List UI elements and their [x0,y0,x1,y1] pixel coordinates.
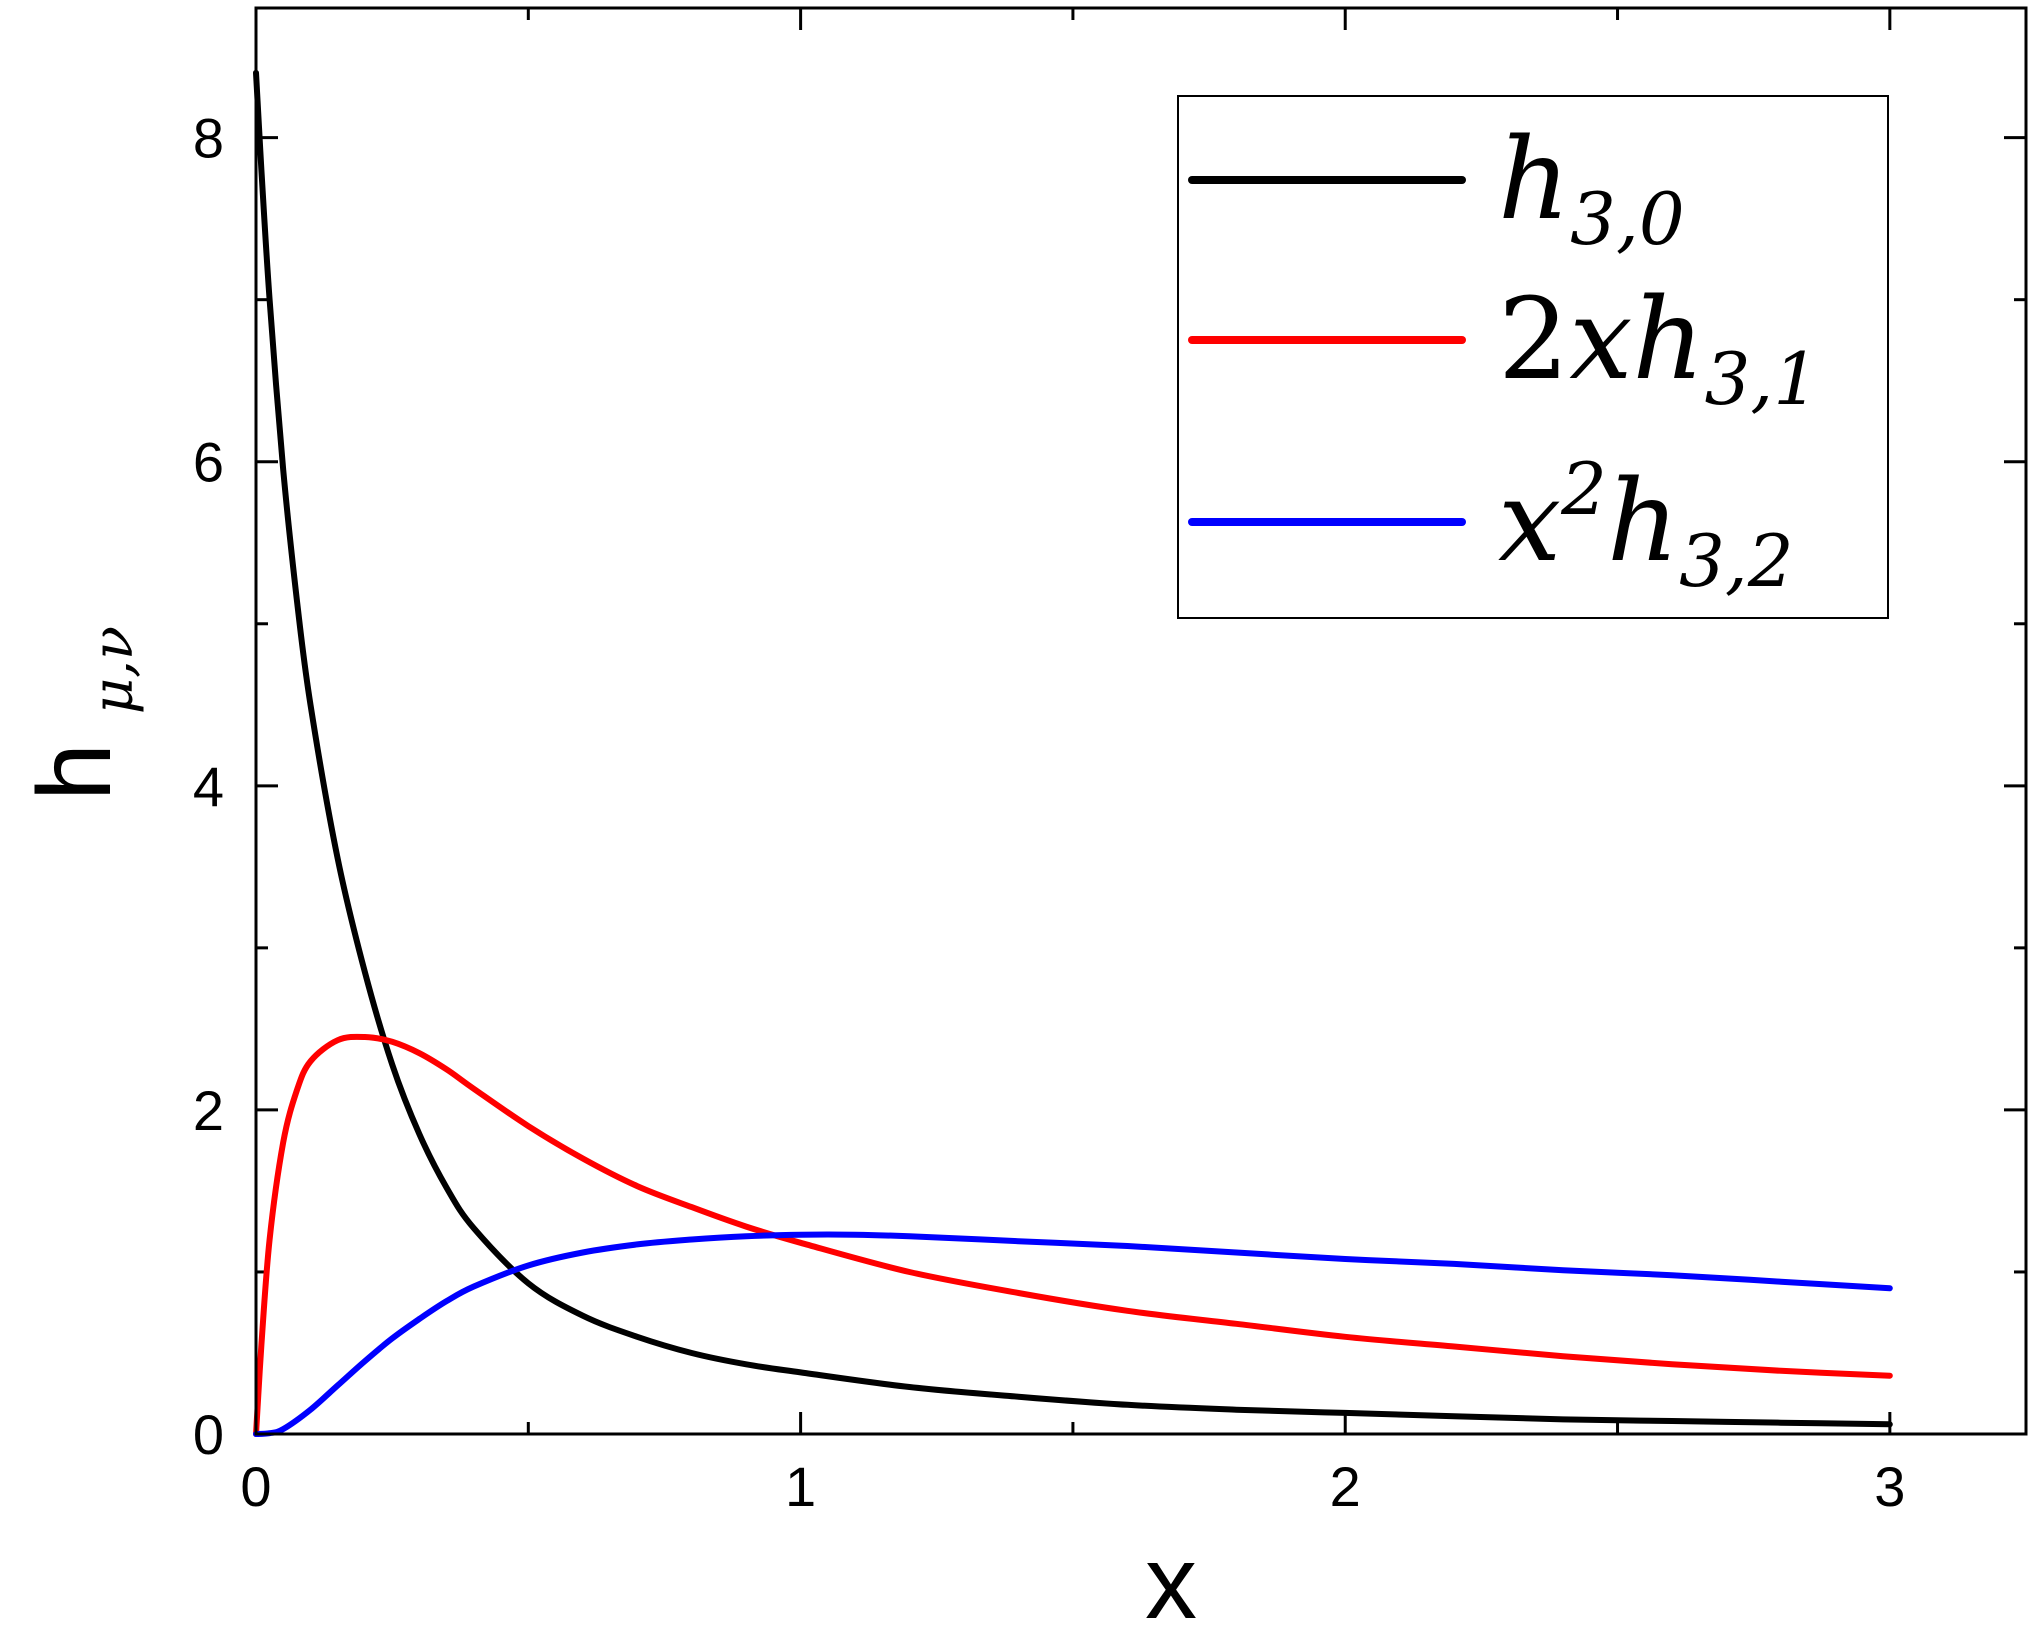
plot-frame [254,6,2028,1436]
legend-label-part: 3,2 [1679,519,1794,603]
y-axis-title: h μ,ν [17,626,146,801]
y-tick-label: 2 [193,1079,224,1142]
legend-label-part: h [1607,457,1679,587]
tick-label-layer: 0 1 2 3 0 2 4 6 8 [193,107,1906,1518]
series-line-1 [253,69,1893,1428]
x-axis-title: x [1145,1525,1197,1641]
x-tick-label: 2 [1330,1455,1361,1518]
legend-label-part: xh [1569,275,1704,405]
legend-label-part: x [1498,457,1561,587]
legend-label-1: h3,0 [1498,115,1685,261]
legend-label-2: 2xh3,1 [1498,275,1819,421]
x-tick-label: 0 [240,1455,271,1518]
y-tick-label: 0 [193,1403,224,1466]
legend-label-part: 3,0 [1570,177,1685,261]
legend-label-part: h [1498,115,1570,245]
y-axis-title-main: h [17,743,133,801]
series-line-3 [253,1231,1893,1437]
x-tick-label: 1 [785,1455,816,1518]
legend-label-part: 3,1 [1705,337,1820,421]
y-tick-label: 6 [193,431,224,494]
y-axis-title-sub: μ,ν [81,626,146,714]
x-tick-label: 3 [1874,1455,1905,1518]
legend-label-part: 2 [1560,447,1607,531]
legend-label-3: x2h3,2 [1498,447,1794,603]
series-line-2 [253,1033,1893,1437]
series-layer [253,69,1893,1437]
y-tick-label: 4 [193,755,224,818]
legend-label-part: 2 [1498,275,1569,405]
y-tick-label: 8 [193,107,224,170]
